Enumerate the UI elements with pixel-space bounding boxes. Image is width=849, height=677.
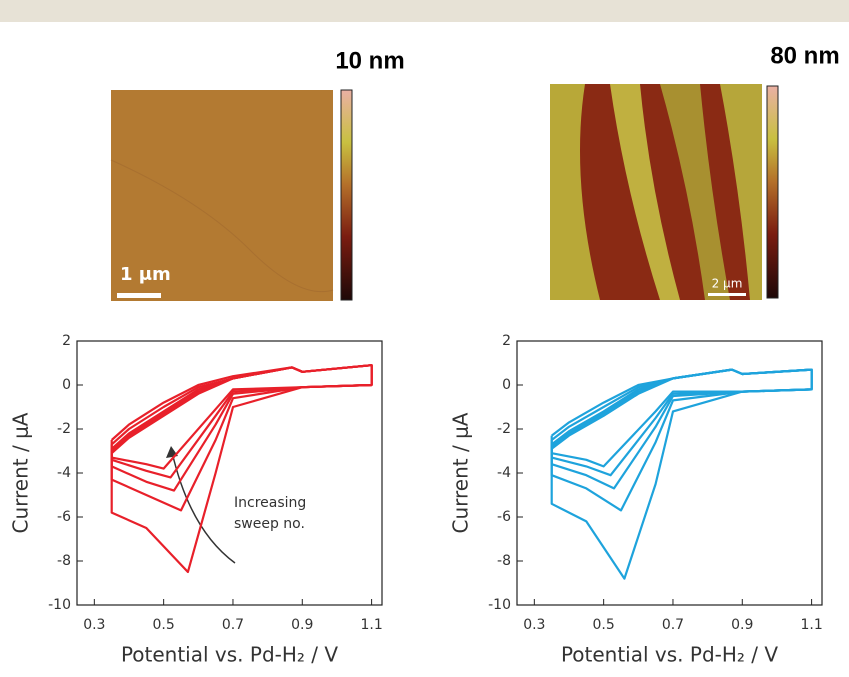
y-tick-label: 2 [502,333,511,349]
afm-image [111,90,333,301]
x-tick-label: 0.5 [153,617,175,633]
y-tick-label: -4 [497,465,511,481]
y-tick-label: -10 [488,597,511,613]
x-tick-label: 0.3 [83,617,105,633]
annotation: sweep no. [234,516,305,532]
y-tick-label: 0 [62,377,71,393]
y-tick-label: -6 [497,509,511,525]
x-axis-label: Potential vs. Pd-H₂ / V [561,643,778,667]
y-tick-label: 2 [62,333,71,349]
y-tick-label: -8 [57,553,71,569]
y-tick-label: -8 [497,553,511,569]
colorbar [340,89,353,301]
top-bar [0,0,849,22]
x-tick-label: 0.7 [662,617,684,633]
afm-feature [610,84,680,300]
y-tick-label: -4 [57,465,71,481]
x-tick-label: 0.9 [291,617,313,633]
scale-bar-label: 2 μm [712,277,743,291]
x-tick-label: 0.3 [523,617,545,633]
x-axis-label: Potential vs. Pd-H₂ / V [121,643,338,667]
afm-feature [550,84,600,300]
colorbar [766,85,779,299]
y-tick-label: -2 [57,421,71,437]
cv-curve [550,368,813,580]
cv-curve [550,368,813,490]
plot-frame [516,340,823,606]
plot-frame [76,340,383,606]
afm-feature [720,84,762,300]
afm-feature [110,159,334,293]
x-tick-label: 0.5 [593,617,615,633]
y-tick-label: -6 [57,509,71,525]
x-tick-label: 0.7 [222,617,244,633]
annotation: Increasing [234,495,306,511]
height-scale: 80 nm [770,42,839,69]
cv-curve [110,364,373,470]
y-tick-label: 0 [502,377,511,393]
x-tick-label: 1.1 [800,617,822,633]
arrow-head [166,446,178,458]
y-tick-label: -2 [497,421,511,437]
x-tick-label: 1.1 [360,617,382,633]
cv-curve [550,368,813,468]
x-tick-label: 0.9 [731,617,753,633]
height-scale: 10 nm [335,47,404,74]
scale-bar [117,293,161,298]
y-axis-label: Current / μA [449,412,473,533]
afm-feature [660,84,730,300]
y-tick-label: -10 [48,597,71,613]
scale-bar-label: 1 μm [120,264,171,285]
y-axis-label: Current / μA [9,412,33,533]
cv-curve [110,364,373,479]
scale-bar [708,293,746,296]
